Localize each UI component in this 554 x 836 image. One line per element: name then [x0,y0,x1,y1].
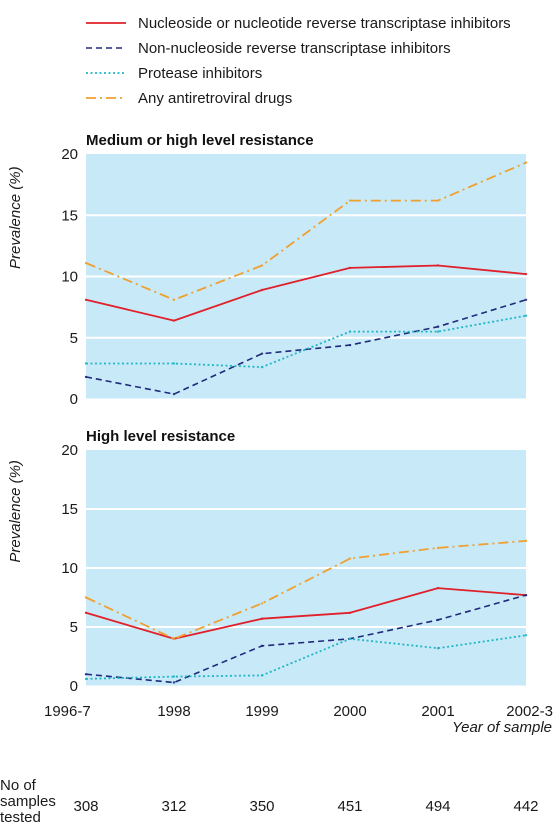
data-point-nnrti [84,673,88,676]
data-point-nrti [436,586,440,590]
data-point-nnrti [84,375,88,379]
y-tick-label: 5 [70,619,78,636]
series-line-nnrti [85,594,527,684]
data-point-any [436,546,440,550]
data-point-pi [348,637,352,640]
y-tick-label: 0 [70,678,78,695]
data-point-nrti [260,617,264,620]
x-tick-label: 2000 [333,703,366,720]
y-tick-label: 15 [61,501,78,518]
data-point-nnrti [348,343,352,347]
panel-title: Medium or high level resistance [86,132,314,149]
y-tick-label: 5 [70,330,78,347]
data-point-any [172,298,176,301]
series-line-nrti [85,587,527,640]
data-point-nrti [84,298,88,301]
data-point-pi [84,677,88,681]
data-point-pi [524,314,528,317]
data-point-any [436,199,440,202]
data-point-nrti [172,319,176,322]
data-point-nnrti [524,593,528,597]
data-point-pi [436,647,440,650]
data-point-any [84,261,88,265]
y-tick-label: 20 [61,442,78,459]
x-axis: 1996-7 1998 1999 2000 2001 2002-3 [44,703,553,720]
x-axis-label: Year of sample [452,719,552,736]
panel-2: 0 5 10 15 20 High level resistance Prevalence … [7,428,528,695]
data-point-pi [84,362,88,365]
data-point-pi [260,365,264,369]
y-axis-label: Prevalence (%) [7,460,24,563]
data-point-nnrti [172,681,176,684]
data-point-nnrti [524,298,528,301]
series-line-any [85,161,527,301]
y-tick-label: 20 [61,146,78,163]
sample-count: 312 [161,798,186,815]
data-point-pi [172,362,176,365]
x-tick-label: 2002-3 [506,703,553,720]
sample-count: 494 [425,798,450,815]
data-point-nrti [84,611,88,615]
legend-label-nnrti: Non-nucleoside reverse transcriptase inh… [138,40,451,57]
data-point-nnrti [260,352,264,355]
sample-count: 350 [249,798,274,815]
series-line-nrti [85,264,527,322]
sample-count: 308 [73,798,98,815]
data-point-nrti [436,264,440,267]
samples-label: No of samples tested [0,777,56,826]
panel-1: 0 5 10 15 20 Medium or high level resistance P… [7,132,528,408]
data-point-nnrti [260,644,264,648]
samples-row: No of samples tested 308 312 350 451 494 442 [0,777,539,826]
data-point-any [260,264,264,267]
x-tick-label: 1999 [245,703,278,720]
y-tick-label: 0 [70,391,78,408]
series-line-pi [86,314,527,369]
y-tick-label: 10 [61,269,78,286]
x-tick-label: 1996-7 [44,703,91,720]
data-point-nrti [260,288,264,292]
sample-count: 442 [513,798,538,815]
data-point-pi [260,674,264,677]
chart-panels: 0 5 10 15 20 Medium or high level resistance P… [7,132,528,695]
legend-label-any: Any antiretroviral drugs [138,90,292,107]
data-point-nrti [348,266,352,270]
data-point-nnrti [436,325,440,328]
data-point-any [524,539,528,543]
data-point-pi [524,634,528,637]
data-point-any [524,161,528,164]
x-tick-label: 2001 [421,703,454,720]
series-line-any [85,540,527,640]
series-line-pi [85,634,527,680]
y-tick-label: 15 [61,207,78,224]
panel-title: High level resistance [86,428,235,445]
data-point-any [348,199,352,202]
series-line-nnrti [85,299,527,395]
legend-label-pi: Protease inhibitors [138,65,262,82]
data-point-nnrti [436,618,440,622]
legend: Nucleoside or nucleotide reverse transcr… [86,15,511,107]
data-point-nnrti [172,392,176,396]
data-point-any [84,596,88,599]
y-axis-label: Prevalence (%) [7,166,24,269]
data-point-pi [436,330,440,333]
data-point-nrti [348,611,352,615]
data-point-any [348,557,352,560]
data-point-nrti [524,272,528,276]
legend-label-nrti: Nucleoside or nucleotide reverse transcr… [138,15,511,32]
data-point-pi [172,675,176,678]
data-point-any [172,637,176,640]
x-tick-label: 1998 [157,703,190,720]
y-tick-label: 10 [61,560,78,577]
sample-count: 451 [337,798,362,815]
data-point-pi [348,330,352,333]
data-point-any [260,602,264,605]
